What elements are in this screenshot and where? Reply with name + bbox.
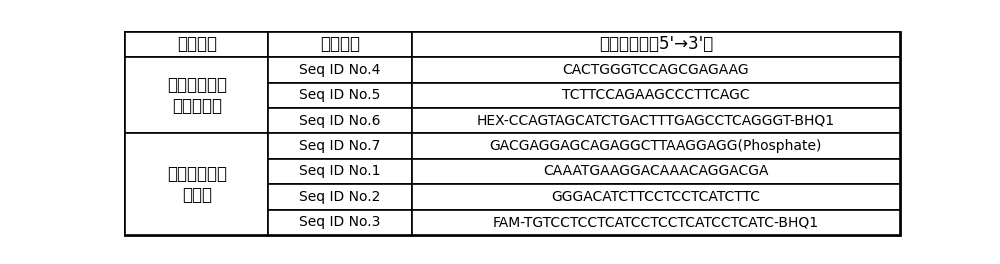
Bar: [268, 32, 412, 57]
Bar: [412, 108, 900, 133]
Bar: [268, 133, 412, 159]
Bar: [412, 184, 900, 210]
Text: 特异性引物对
和探针: 特异性引物对 和探针: [167, 165, 227, 204]
Text: Seq ID No.1: Seq ID No.1: [299, 164, 381, 178]
Bar: [268, 210, 412, 235]
Text: HEX-CCAGTAGCATCTGACTTTGAGCCTCAGGGT-BHQ1: HEX-CCAGTAGCATCTGACTTTGAGCCTCAGGGT-BHQ1: [477, 114, 835, 128]
Bar: [412, 159, 900, 184]
Text: Seq ID No.7: Seq ID No.7: [299, 139, 381, 153]
Bar: [268, 159, 412, 184]
Text: GACGAGGAGCAGAGGCTTAAGGAGG(Phosphate): GACGAGGAGCAGAGGCTTAAGGAGG(Phosphate): [490, 139, 822, 153]
Text: Seq ID No.6: Seq ID No.6: [299, 114, 381, 128]
Bar: [268, 57, 412, 82]
Text: FAM-TGTCCTCCTCATCCTCCTCATCCTCATC-BHQ1: FAM-TGTCCTCCTCATCCTCCTCATCCTCATC-BHQ1: [493, 215, 819, 229]
Text: 内标特异性引
物对和探针: 内标特异性引 物对和探针: [167, 76, 227, 115]
Text: TCTTCCAGAAGCCCTTCAGC: TCTTCCAGAAGCCCTTCAGC: [562, 88, 750, 102]
Bar: [125, 133, 268, 235]
Bar: [268, 184, 412, 210]
Text: 核苷酸序列（5'→3'）: 核苷酸序列（5'→3'）: [599, 35, 713, 53]
Text: Seq ID No.3: Seq ID No.3: [299, 215, 381, 229]
Bar: [412, 133, 900, 159]
Text: Seq ID No.5: Seq ID No.5: [299, 88, 381, 102]
Bar: [268, 108, 412, 133]
Text: GGGACATCTTCCTCCTCATCTTC: GGGACATCTTCCTCCTCATCTTC: [551, 190, 760, 204]
Bar: [412, 210, 900, 235]
Bar: [412, 82, 900, 108]
Text: 试剂名称: 试剂名称: [177, 35, 217, 53]
Bar: [412, 32, 900, 57]
Bar: [125, 32, 268, 57]
Bar: [268, 82, 412, 108]
Text: 序列名称: 序列名称: [320, 35, 360, 53]
Text: Seq ID No.4: Seq ID No.4: [299, 63, 381, 77]
Text: CACTGGGTCCAGCGAGAAG: CACTGGGTCCAGCGAGAAG: [563, 63, 749, 77]
Text: CAAATGAAGGACAAACAGGACGA: CAAATGAAGGACAAACAGGACGA: [543, 164, 769, 178]
Bar: [125, 57, 268, 133]
Text: Seq ID No.2: Seq ID No.2: [299, 190, 381, 204]
Bar: [412, 57, 900, 82]
